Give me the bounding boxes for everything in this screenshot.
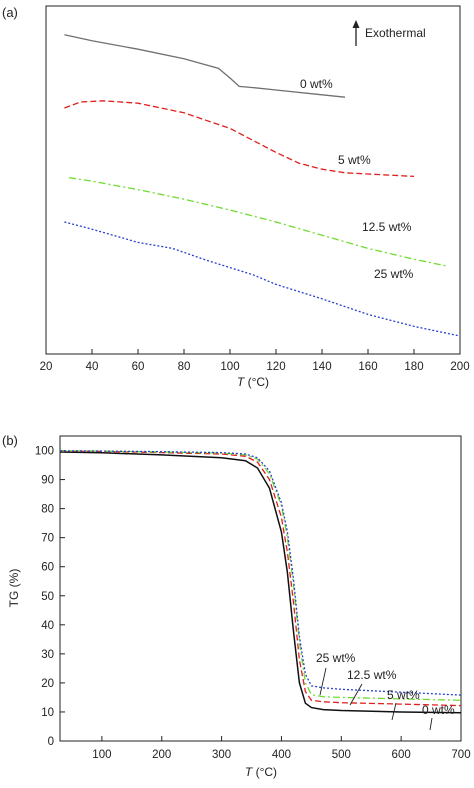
panel-b-y-axis-label: TG (%) — [7, 569, 21, 608]
panel-a-x-tick-label: 160 — [358, 361, 377, 373]
panel-b-plot-frame — [59, 435, 462, 742]
panel-a-x-axis-symbol: T — [237, 375, 246, 389]
panel-a-series-line — [68, 176, 449, 268]
panel-a-series-line — [64, 34, 346, 98]
panel-a-series-label: 25 wt% — [374, 267, 414, 281]
panel-a-x-axis-label: T (°C) — [237, 375, 269, 389]
panel-b-x-tick-label: 600 — [392, 749, 411, 761]
panel-b-annotation-label: 25 wt% — [316, 651, 356, 665]
panel-b-annotation-pointer — [429, 717, 433, 731]
panel-b-annotation-label: 12.5 wt% — [347, 668, 397, 682]
panel-b-y-tick-label: 100 — [35, 446, 54, 458]
exothermal-arrow-head-icon — [352, 20, 360, 28]
panel-a-series-label: 5 wt% — [338, 153, 371, 167]
panel-b-x-axis-unit: (°C) — [252, 765, 277, 779]
panel-b-y-tick-label: 0 — [48, 736, 54, 748]
panel-a-x-tick-label: 20 — [40, 361, 53, 373]
panel-b-y-tick-label: 30 — [41, 649, 54, 661]
panel-b-y-tick-label: 80 — [41, 504, 54, 516]
panel-b-x-tick-label: 400 — [272, 749, 291, 761]
panel-b-y-tick-label: 40 — [41, 620, 54, 632]
panel-b-x-ticks: 100 200 300 400 500 600 700 — [92, 736, 471, 761]
panel-a-dsc-chart: (a) 20 40 60 80 100 120 140 160 180 200 0 wt% 5 wt… — [2, 5, 470, 389]
panel-a-x-tick-label: 80 — [178, 361, 191, 373]
panel-a-x-tick-label: 60 — [132, 361, 145, 373]
panel-b-x-tick-label: 700 — [451, 749, 470, 761]
panel-b-x-axis-symbol: T — [245, 765, 254, 779]
panel-b-annotation-pointer — [391, 702, 397, 721]
panel-a-x-ticks: 20 40 60 80 100 120 140 160 180 200 — [40, 349, 470, 373]
panel-b-y-tick-label: 50 — [41, 591, 54, 603]
panel-a-x-tick-label: 100 — [220, 361, 239, 373]
panel-b-y-tick-label: 90 — [41, 475, 54, 487]
panel-b-y-ticks: 0 10 20 30 40 50 60 70 80 90 100 — [35, 446, 65, 748]
panel-a-series-line — [64, 221, 461, 337]
panel-b-series-line — [59, 450, 462, 707]
exothermal-label: Exothermal — [365, 26, 426, 40]
panel-b-x-tick-label: 200 — [152, 749, 171, 761]
panel-a-label: (a) — [2, 5, 18, 20]
panel-b-annotation-pointer — [349, 683, 363, 706]
panel-a-series-line — [64, 100, 415, 178]
panel-b-y-tick-label: 10 — [41, 707, 54, 719]
panel-b-tg-chart: (b) 100 200 300 400 500 600 700 0 10 20 30 40 50 60 7… — [2, 433, 471, 779]
panel-a-x-tick-label: 140 — [312, 361, 331, 373]
panel-b-x-tick-label: 500 — [332, 749, 351, 761]
panel-b-y-tick-label: 20 — [41, 678, 54, 690]
panel-b-x-tick-label: 100 — [92, 749, 111, 761]
panel-b-series-line — [59, 451, 462, 714]
panel-a-x-tick-label: 180 — [404, 361, 423, 373]
panel-a-series-label: 12.5 wt% — [362, 220, 412, 234]
panel-a-x-tick-label: 40 — [86, 361, 99, 373]
panel-b-series — [59, 450, 462, 714]
panel-b-annotation-pointer — [319, 667, 327, 696]
panel-a-series — [64, 34, 461, 337]
panel-a-x-tick-label: 120 — [266, 361, 285, 373]
panel-a-x-tick-label: 200 — [450, 361, 469, 373]
panel-b-annotations: 25 wt% 12.5 wt% 5 wt%0 wt% — [316, 651, 455, 731]
panel-a-plot-frame — [45, 5, 461, 355]
panel-a-series-labels: 0 wt% 5 wt% 12.5 wt% 25 wt% — [300, 77, 414, 281]
panel-b-x-axis-label: T (°C) — [245, 765, 277, 779]
panel-b-annotation-label: 5 wt% — [387, 688, 420, 702]
panel-b-series-line — [59, 450, 462, 696]
panel-a-x-axis-unit: (°C) — [244, 375, 269, 389]
panel-b-annotation-label: 0 wt% — [422, 703, 455, 717]
panel-a-series-label: 0 wt% — [300, 77, 333, 91]
panel-b-x-tick-label: 300 — [212, 749, 231, 761]
panel-b-y-tick-label: 70 — [41, 533, 54, 545]
panel-b-series-line — [59, 450, 462, 701]
panel-b-y-tick-label: 60 — [41, 562, 54, 574]
panel-b-label: (b) — [2, 433, 18, 448]
